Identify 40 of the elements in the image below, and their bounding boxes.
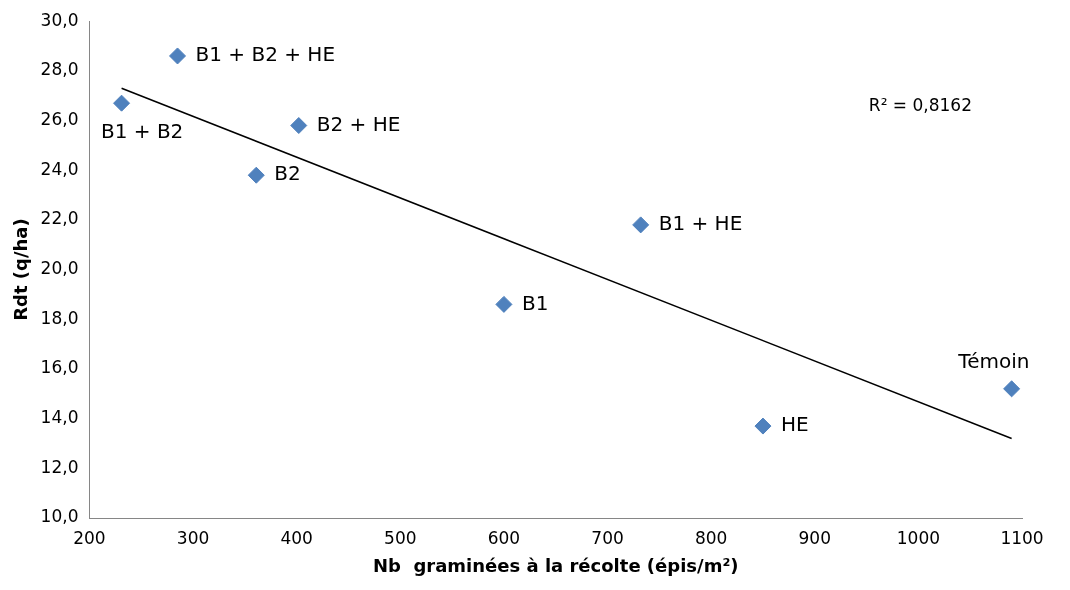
- annotation: B1 + B2 + HE: [195, 42, 336, 67]
- point: [1003, 380, 1021, 398]
- y-tick-label: 10,0: [40, 506, 79, 527]
- y-tick-label: 24,0: [40, 158, 79, 179]
- y-tick-label: 14,0: [40, 407, 79, 428]
- y-tick-label: 18,0: [40, 307, 79, 328]
- point: [632, 216, 650, 234]
- y-tick-label: 12,0: [40, 456, 79, 477]
- point: [169, 47, 187, 65]
- x-axis-title: Nb graminées à la récolte (épis/m²): [372, 554, 739, 576]
- annotation: B1 + HE: [658, 211, 743, 236]
- x-tick-label: 1000: [896, 527, 941, 548]
- annotation: HE: [780, 412, 809, 437]
- y-axis-title: Rdt (q/ha): [10, 218, 32, 321]
- x-tick-label: 300: [176, 527, 210, 548]
- y-tick-label: 22,0: [40, 208, 79, 229]
- x-tick-label: 600: [487, 527, 521, 548]
- x-tick-label: 900: [798, 527, 831, 548]
- point: [113, 94, 131, 112]
- x-tick-label: 800: [694, 527, 728, 548]
- y-tick-label: 30,0: [40, 9, 79, 30]
- annotation: B1 + B2: [100, 119, 184, 144]
- point: [754, 417, 772, 435]
- x-tick-label: 200: [73, 527, 106, 548]
- x-tick-label: 500: [384, 527, 417, 548]
- point: [495, 295, 513, 313]
- point: [290, 117, 308, 135]
- x-tick-label: 700: [591, 527, 624, 548]
- y-tick-label: 26,0: [40, 108, 79, 129]
- annotation: R² = 0,8162: [868, 94, 972, 115]
- x-tick-label: 400: [280, 527, 313, 548]
- y-tick-label: 16,0: [40, 357, 79, 378]
- y-tick-label: 28,0: [40, 59, 79, 80]
- x-tick-label: 1100: [1000, 527, 1044, 548]
- y-tick-label: 20,0: [40, 258, 79, 279]
- annotation: B2: [274, 161, 301, 186]
- annotation: B1: [521, 290, 549, 315]
- annotation: Témoin: [957, 349, 1030, 374]
- annotation: B2 + HE: [316, 111, 401, 136]
- point: [247, 166, 265, 184]
